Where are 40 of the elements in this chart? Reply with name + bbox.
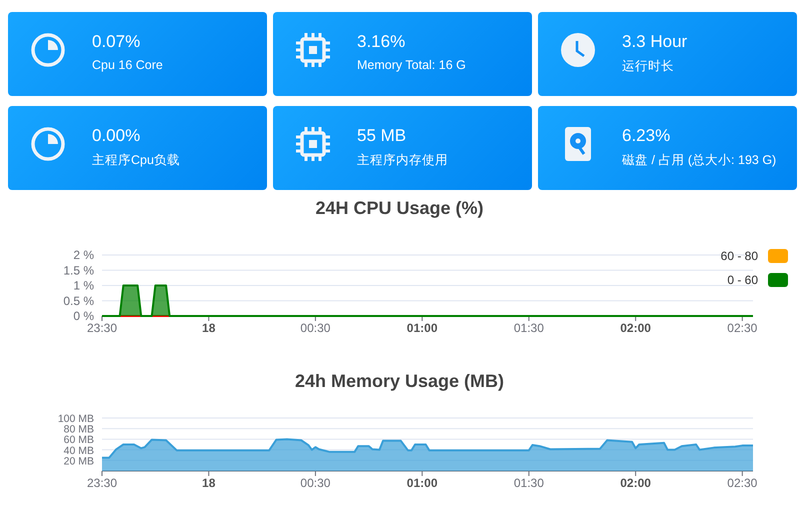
x-tick-label: 00:30 [300, 476, 331, 490]
x-tick-label: 23:30 [86, 476, 118, 490]
x-tick-label: 02:30 [727, 476, 758, 490]
text: 主程序Cpu负载 [92, 152, 180, 169]
y-tick-label: 0 % [73, 309, 94, 323]
y-tick-label: 20 MB [64, 455, 94, 468]
x-tick-label: 02:00 [620, 321, 652, 335]
y-tick-label: 1 % [73, 278, 94, 292]
x-tick-label: 01:30 [514, 321, 544, 335]
text: 0.07% [92, 32, 140, 52]
text: 3.3 Hour [622, 32, 688, 52]
legend-label: 60 - 80 [720, 249, 758, 263]
legend-label: 0 - 60 [727, 273, 758, 287]
x-tick-label: 01:30 [514, 476, 544, 490]
text: 0.00% [92, 126, 140, 146]
x-tick-label: 23:30 [86, 321, 118, 335]
text: 运行时长 [622, 58, 674, 75]
y-tick-label: 2 % [73, 248, 94, 262]
x-tick-label: 00:30 [300, 321, 331, 335]
x-tick-label: 18 [202, 321, 216, 335]
x-tick-label: 02:30 [727, 321, 758, 335]
text: 3.16% [357, 32, 406, 52]
chart-title: 24h Memory Usage (MB) [294, 371, 504, 391]
y-tick-label: 80 MB [64, 424, 94, 436]
x-tick-label: 01:00 [406, 321, 438, 335]
chart-title: 24H CPU Usage (%) [315, 198, 484, 218]
text: 主程序内存使用 [357, 152, 448, 169]
text: Memory Total: 16 G [357, 58, 466, 72]
text: 6.23% [622, 126, 670, 146]
y-tick-label: 0.5 % [63, 294, 94, 308]
y-tick-label: 1.5 % [63, 263, 94, 278]
x-tick-label: 01:00 [406, 476, 438, 490]
y-tick-label: 40 MB [64, 444, 94, 457]
text: 磁盘 / 占用 (总大小: 193 G) [622, 152, 776, 169]
text: Cpu 16 Core [92, 58, 163, 72]
y-tick-label: 100 MB [58, 413, 94, 425]
x-tick-label: 02:00 [620, 476, 652, 490]
text: 55 MB [357, 126, 406, 146]
x-tick-label: 18 [202, 476, 216, 490]
y-tick-label: 60 MB [64, 434, 94, 446]
